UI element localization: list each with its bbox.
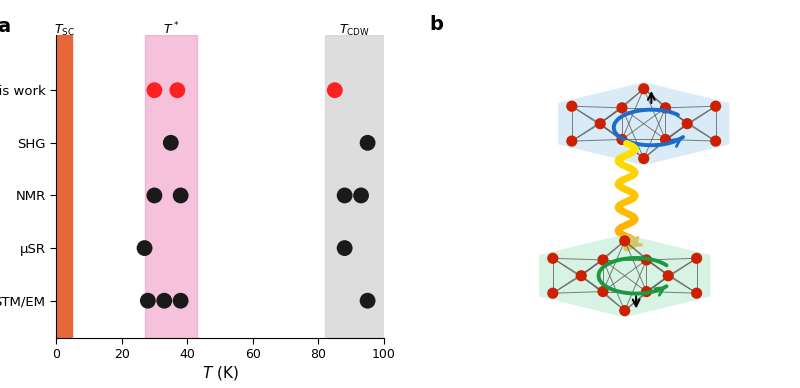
Point [710,138,722,144]
Point [662,273,674,279]
Point [615,136,628,142]
Point [165,140,178,146]
Point [640,257,653,263]
Point [338,245,351,251]
Point [174,298,187,304]
Text: a: a [0,17,10,36]
Point [690,255,703,262]
Bar [325,35,384,338]
Point [338,192,351,199]
Point [138,245,151,251]
Point [546,255,559,262]
Point [566,103,578,109]
Text: $T^*$: $T^*$ [162,21,179,38]
Polygon shape [558,82,730,165]
Point [148,87,161,93]
Bar [56,35,73,338]
Point [158,298,170,304]
Point [640,288,653,294]
Point [148,192,161,199]
Point [615,105,628,111]
Point [594,121,606,127]
Point [546,290,559,296]
Point [659,105,672,111]
Point [690,290,703,296]
Point [329,87,342,93]
Point [354,192,367,199]
Point [618,308,631,314]
Point [597,288,610,294]
Text: $T_{\mathrm{CDW}}$: $T_{\mathrm{CDW}}$ [339,23,370,38]
Point [362,298,374,304]
Point [638,156,650,162]
Point [638,86,650,92]
Polygon shape [539,234,710,317]
Bar [145,35,197,338]
Point [618,238,631,244]
Point [575,273,588,279]
Text: b: b [429,15,442,34]
Point [362,140,374,146]
Text: $T_{\mathrm{SC}}$: $T_{\mathrm{SC}}$ [54,23,74,38]
Point [597,257,610,263]
Point [566,138,578,144]
Point [174,192,187,199]
Point [659,136,672,142]
Point [142,298,154,304]
X-axis label: $T$ (K): $T$ (K) [202,364,238,382]
Point [681,121,694,127]
Point [171,87,184,93]
Point [710,103,722,109]
